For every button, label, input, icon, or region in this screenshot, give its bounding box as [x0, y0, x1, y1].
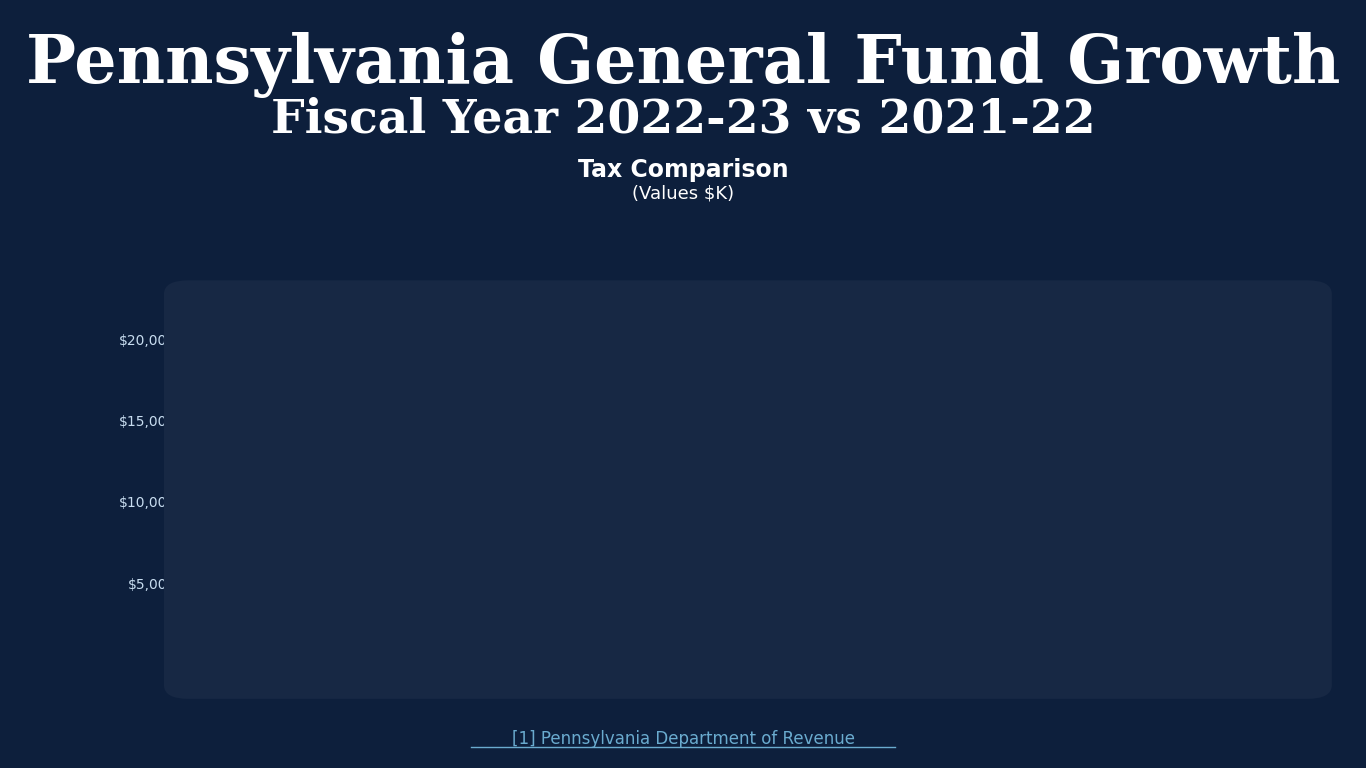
Text: 12.8%: 12.8%	[310, 495, 365, 512]
Bar	[548, 435, 623, 664]
Text: -2.7%: -2.7%	[734, 347, 783, 365]
Text: Tax Comparison: Tax Comparison	[578, 158, 788, 183]
Bar	[1179, 536, 1255, 664]
Text: [1] Pennsylvania Department of Revenue: [1] Pennsylvania Department of Revenue	[511, 730, 855, 748]
Bar	[471, 433, 548, 664]
Bar	[1104, 602, 1179, 664]
Bar	[261, 519, 337, 664]
Bar	[758, 372, 833, 664]
Text: -51.8%: -51.8%	[1149, 511, 1210, 529]
Bar	[893, 640, 968, 664]
Text: Pennsylvania General Fund Growth: Pennsylvania General Fund Growth	[26, 32, 1340, 98]
Text: Fiscal Year 2022-23 vs 2021-22: Fiscal Year 2022-23 vs 2021-22	[270, 96, 1096, 142]
Text: 0.8%: 0.8%	[526, 409, 570, 427]
Bar	[683, 379, 758, 664]
Bar	[968, 640, 1045, 664]
Text: -1.7%: -1.7%	[944, 615, 994, 633]
Bar	[337, 535, 413, 664]
Text: (Values $K): (Values $K)	[632, 184, 734, 203]
